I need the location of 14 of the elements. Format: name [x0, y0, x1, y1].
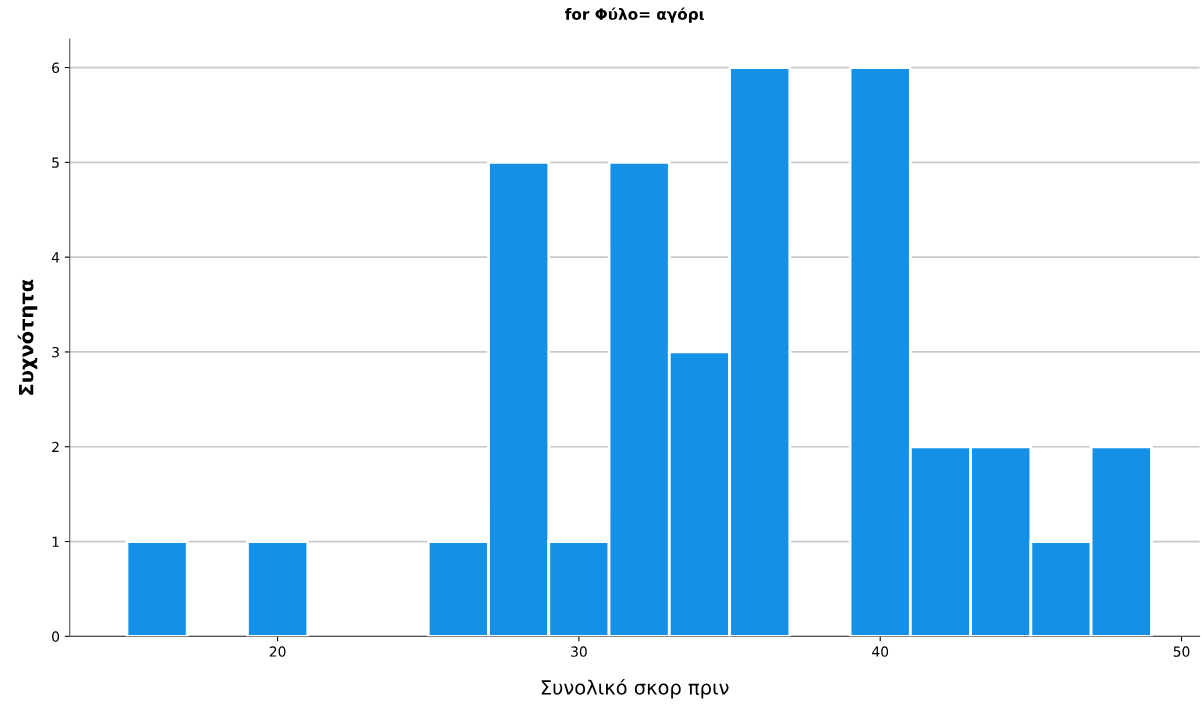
x-tick-label: 30: [571, 646, 587, 657]
y-tick-label: 3: [52, 346, 59, 358]
y-axis-title: Συχνότητα: [17, 279, 38, 395]
y-tick-label: 6: [52, 62, 60, 74]
x-axis-title: Συνολικό σκορ πριν: [541, 678, 729, 699]
x-tick-label: 50: [1173, 646, 1190, 657]
x-tick-label: 40: [872, 646, 889, 657]
x-tick-label: 20: [269, 646, 286, 657]
chart-title: for Φύλο= αγόρι: [565, 7, 704, 23]
y-tick-label: 1: [52, 536, 59, 547]
y-tick-label: 2: [52, 441, 59, 453]
y-tick-label: 4: [51, 252, 60, 263]
y-tick-label: 0: [52, 631, 60, 642]
y-tick-label: 5: [52, 157, 59, 168]
